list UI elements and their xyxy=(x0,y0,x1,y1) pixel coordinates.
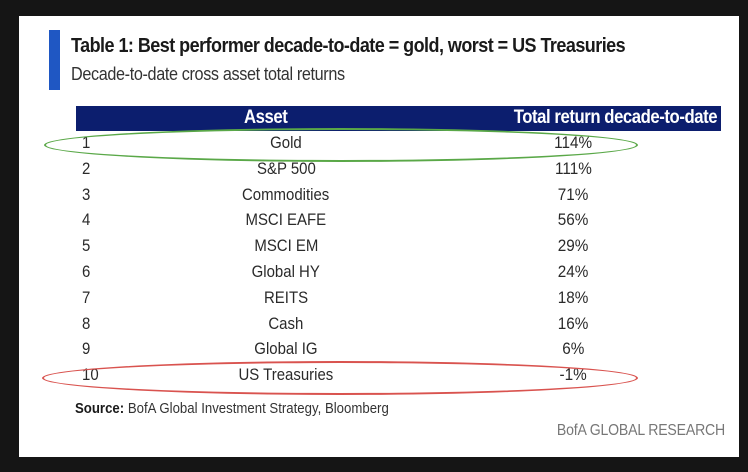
asset-name: Cash xyxy=(268,313,304,333)
table-row: 5 MSCI EM 29% xyxy=(76,234,721,259)
rank-cell: 2 xyxy=(82,158,91,178)
asset-name: MSCI EM xyxy=(254,236,319,256)
asset-name: Commodities xyxy=(242,184,330,204)
rank-cell: 4 xyxy=(82,210,91,230)
return-value: 71% xyxy=(557,184,589,204)
rank-cell: 3 xyxy=(82,184,91,204)
rank-cell: 8 xyxy=(82,313,91,333)
worst-highlight-ellipse xyxy=(42,361,638,395)
table-row: 7 REITS 18% xyxy=(76,286,721,311)
return-value: 29% xyxy=(557,236,589,256)
asset-name: Global HY xyxy=(251,262,321,281)
accent-bar xyxy=(49,30,60,90)
brand-label: BofA GLOBAL RESEARCH xyxy=(556,422,725,439)
table-row: 8 Cash 16% xyxy=(76,312,721,337)
return-value: 6% xyxy=(561,339,585,359)
rank-cell: 9 xyxy=(82,339,91,359)
source-note: Source: BofA Global Investment Strategy,… xyxy=(75,400,389,417)
table-header: Asset Total return decade-to-date xyxy=(76,106,721,131)
return-value: 16% xyxy=(557,313,589,333)
return-value: 111% xyxy=(554,158,592,178)
return-value: 18% xyxy=(557,287,589,307)
table-row: 3 Commodities 71% xyxy=(76,183,721,208)
header-total-return: Total return decade-to-date xyxy=(513,107,718,128)
rank-cell: 7 xyxy=(82,287,91,307)
asset-name: Global IG xyxy=(254,339,318,359)
table-row: 6 Global HY 24% xyxy=(76,260,721,285)
image-card: Table 1: Best performer decade-to-date =… xyxy=(19,16,739,457)
table-subtitle: Decade-to-date cross asset total returns xyxy=(71,64,345,84)
header-asset: Asset xyxy=(244,107,288,128)
rank-cell: 6 xyxy=(82,262,91,281)
best-highlight-ellipse xyxy=(44,128,638,162)
return-value: 56% xyxy=(557,210,589,230)
table-row: 2 S&P 500 111% xyxy=(76,157,721,182)
asset-name: REITS xyxy=(263,287,309,307)
asset-name: MSCI EAFE xyxy=(245,210,327,230)
table-title: Table 1: Best performer decade-to-date =… xyxy=(71,35,626,57)
return-value: 24% xyxy=(557,262,589,281)
rank-cell: 5 xyxy=(82,236,91,256)
source-label: Source: xyxy=(75,400,125,417)
asset-name: S&P 500 xyxy=(256,158,316,178)
table-row: 9 Global IG 6% xyxy=(76,337,721,362)
table-row: 4 MSCI EAFE 56% xyxy=(76,208,721,233)
source-text: BofA Global Investment Strategy, Bloombe… xyxy=(124,400,389,417)
